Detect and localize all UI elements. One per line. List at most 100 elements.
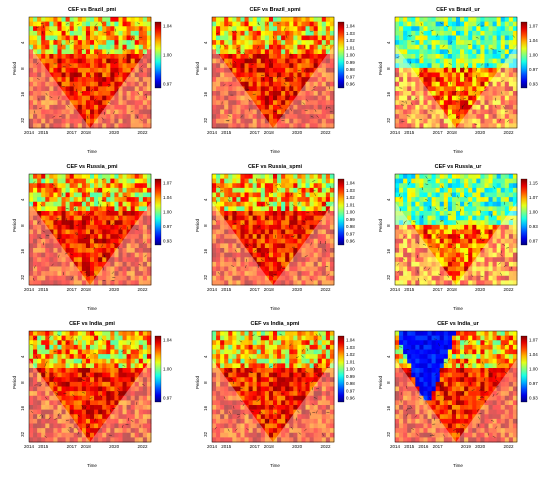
phase-arrow [490,48,494,50]
heatmap-cell [57,104,62,110]
colorbar [337,178,345,246]
heatmap-cell [427,178,432,184]
heatmap-cell [488,211,493,216]
heatmap-cell [69,238,75,244]
heatmap-cell [447,91,453,96]
heatmap-cell [293,211,298,216]
heatmap-cell [423,49,428,55]
heatmap-cell [236,215,241,221]
heatmap-cell [484,211,489,216]
heatmap-cell [484,238,489,244]
heatmap-cell [439,49,445,55]
heatmap-cell [29,224,34,230]
heatmap-cell [285,86,290,92]
heatmap-cell [94,91,99,96]
heatmap-cell [45,44,50,50]
heatmap-cell [134,49,140,55]
heatmap-cell [439,35,445,41]
heatmap-cell [431,266,436,272]
heatmap-cell [423,104,428,110]
heatmap-cell [423,215,428,221]
heatmap-cell [142,109,148,115]
heatmap-cell [98,95,103,101]
heatmap-cell [317,174,323,179]
heatmap-cell [512,67,518,73]
heatmap-cell [138,201,144,207]
heatmap-cell [447,100,453,106]
heatmap-cell [102,192,107,198]
heatmap-cell [289,229,294,235]
heatmap-cell [228,123,233,129]
heatmap-cell [49,197,54,203]
heatmap-cell [492,174,497,179]
x-tick-label: 2017 [250,287,261,292]
heatmap-cell [77,109,83,115]
heatmap-cell [285,30,290,36]
heatmap-cell [435,17,441,22]
heatmap-cell [29,44,34,50]
heatmap-cell [419,215,424,221]
heatmap-cell [301,17,306,22]
heatmap-cell [29,86,34,92]
heatmap-cell [41,238,46,244]
heatmap-cell [37,252,42,258]
heatmap-cell [309,104,314,110]
heatmap-cell [484,243,489,249]
heatmap-cell [37,266,42,272]
heatmap-cell [329,252,335,258]
heatmap-cell [146,187,152,193]
heatmap-cell [325,58,331,64]
heatmap-cell [512,40,518,46]
heatmap-cell [305,271,310,277]
phase-arrow [304,69,306,73]
heatmap-cell [236,17,241,22]
heatmap-cell [464,224,469,230]
heatmap-cell [285,187,290,193]
heatmap-cell [49,206,54,212]
heatmap-cell [504,252,510,258]
phase-arrow [104,255,106,259]
heatmap-cell [244,187,249,193]
heatmap-cell [419,44,424,50]
heatmap-cell [240,220,245,226]
phase-arrow [33,181,36,184]
heatmap-cell [464,229,469,235]
heatmap-cell [492,266,497,272]
heatmap-cell [216,40,221,46]
heatmap-cell [264,30,270,36]
heatmap-cell [29,266,34,272]
heatmap-cell [484,104,489,110]
heatmap-cell [94,183,99,189]
heatmap-cell [98,81,103,87]
heatmap-cell [468,35,473,41]
heatmap-cell [285,72,290,78]
heatmap-cell [77,77,83,83]
heatmap-cell [419,187,424,193]
heatmap-cell [496,211,502,216]
heatmap-cell [508,114,514,120]
heatmap-cell [488,243,493,249]
heatmap-cell [134,30,140,36]
y-tick-label: 16 [20,248,25,254]
heatmap-cell [81,178,87,184]
heatmap-cell [118,261,123,267]
phase-arrow [122,56,125,60]
heatmap-cell [407,26,412,32]
heatmap-cell [329,49,335,55]
heatmap-cell [415,114,420,120]
heatmap-cell [407,81,412,87]
heatmap-cell [122,257,127,263]
heatmap-cell [268,192,274,198]
heatmap-cell [464,261,469,267]
heatmap-cell [451,224,457,230]
heatmap-cell [122,215,127,221]
heatmap-cell [90,252,95,258]
heatmap-cell [73,58,79,64]
heatmap-cell [297,86,302,92]
heatmap-cell [285,54,290,59]
heatmap-cell [508,118,514,124]
phase-arrow [39,203,43,207]
heatmap-cell [102,21,107,27]
heatmap-cell [53,118,58,124]
heatmap-cell [126,197,131,203]
